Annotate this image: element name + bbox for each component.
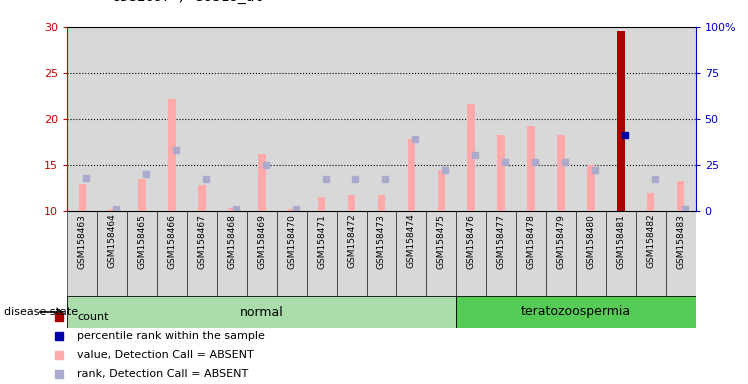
FancyBboxPatch shape: [337, 211, 367, 296]
FancyBboxPatch shape: [217, 211, 247, 296]
Text: rank, Detection Call = ABSENT: rank, Detection Call = ABSENT: [78, 369, 249, 379]
FancyBboxPatch shape: [187, 211, 217, 296]
Text: GSM158481: GSM158481: [616, 214, 625, 269]
FancyBboxPatch shape: [666, 211, 696, 296]
Bar: [378, 195, 385, 211]
Bar: [456, 27, 486, 211]
Bar: [307, 27, 337, 211]
Text: GSM158482: GSM158482: [646, 214, 655, 268]
Bar: [138, 179, 146, 211]
Bar: [337, 27, 367, 211]
Text: GSM158468: GSM158468: [227, 214, 236, 269]
Text: GSM158476: GSM158476: [467, 214, 476, 269]
FancyBboxPatch shape: [367, 211, 396, 296]
Bar: [318, 197, 325, 211]
Text: disease state: disease state: [4, 307, 78, 317]
Bar: [497, 135, 505, 211]
Bar: [247, 27, 277, 211]
Bar: [438, 170, 445, 211]
Bar: [617, 31, 625, 211]
FancyBboxPatch shape: [576, 211, 606, 296]
Bar: [187, 27, 217, 211]
Bar: [666, 27, 696, 211]
FancyBboxPatch shape: [426, 211, 456, 296]
FancyBboxPatch shape: [67, 296, 456, 328]
Bar: [647, 193, 654, 211]
Bar: [157, 27, 187, 211]
FancyBboxPatch shape: [486, 211, 516, 296]
Bar: [408, 139, 415, 211]
FancyBboxPatch shape: [396, 211, 426, 296]
Text: GSM158478: GSM158478: [527, 214, 536, 269]
Text: GSM158467: GSM158467: [197, 214, 206, 269]
FancyBboxPatch shape: [157, 211, 187, 296]
Text: GSM158477: GSM158477: [497, 214, 506, 269]
Text: GSM158470: GSM158470: [287, 214, 296, 269]
FancyBboxPatch shape: [277, 211, 307, 296]
Bar: [108, 209, 116, 211]
Bar: [426, 27, 456, 211]
Text: GSM158472: GSM158472: [347, 214, 356, 268]
Bar: [127, 27, 157, 211]
Bar: [486, 27, 516, 211]
Bar: [606, 27, 636, 211]
Text: GSM158464: GSM158464: [108, 214, 117, 268]
Bar: [67, 27, 97, 211]
Bar: [576, 27, 606, 211]
Bar: [587, 165, 595, 211]
Text: GSM158463: GSM158463: [78, 214, 87, 269]
Bar: [198, 185, 206, 211]
Bar: [97, 27, 127, 211]
FancyBboxPatch shape: [516, 211, 546, 296]
Text: GSM158466: GSM158466: [168, 214, 177, 269]
Bar: [636, 27, 666, 211]
Bar: [557, 135, 565, 211]
Bar: [258, 154, 266, 211]
Text: GSM158475: GSM158475: [437, 214, 446, 269]
Bar: [217, 27, 247, 211]
Text: GSM158473: GSM158473: [377, 214, 386, 269]
Bar: [228, 209, 236, 211]
Bar: [396, 27, 426, 211]
Bar: [168, 99, 176, 211]
Text: GSM158480: GSM158480: [586, 214, 595, 269]
Bar: [288, 209, 295, 211]
FancyBboxPatch shape: [456, 296, 696, 328]
Bar: [277, 27, 307, 211]
Text: normal: normal: [240, 306, 283, 318]
Text: GSM158483: GSM158483: [676, 214, 685, 269]
Bar: [527, 126, 535, 211]
FancyBboxPatch shape: [67, 211, 97, 296]
Bar: [677, 181, 684, 211]
Bar: [516, 27, 546, 211]
FancyBboxPatch shape: [456, 211, 486, 296]
Text: GSM158474: GSM158474: [407, 214, 416, 268]
Text: GSM158479: GSM158479: [557, 214, 565, 269]
Text: value, Detection Call = ABSENT: value, Detection Call = ABSENT: [78, 350, 254, 360]
Bar: [546, 27, 576, 211]
Bar: [367, 27, 396, 211]
Text: teratozoospermia: teratozoospermia: [521, 306, 631, 318]
FancyBboxPatch shape: [307, 211, 337, 296]
FancyBboxPatch shape: [97, 211, 127, 296]
Text: count: count: [78, 312, 109, 322]
Text: GSM158465: GSM158465: [138, 214, 147, 269]
FancyBboxPatch shape: [247, 211, 277, 296]
Bar: [468, 104, 475, 211]
Text: GDS2697 / 39318_at: GDS2697 / 39318_at: [112, 0, 263, 4]
Text: GSM158471: GSM158471: [317, 214, 326, 269]
FancyBboxPatch shape: [606, 211, 636, 296]
FancyBboxPatch shape: [127, 211, 157, 296]
Bar: [348, 195, 355, 211]
Text: GSM158469: GSM158469: [257, 214, 266, 269]
Text: percentile rank within the sample: percentile rank within the sample: [78, 331, 266, 341]
FancyBboxPatch shape: [636, 211, 666, 296]
FancyBboxPatch shape: [546, 211, 576, 296]
Bar: [79, 184, 86, 211]
